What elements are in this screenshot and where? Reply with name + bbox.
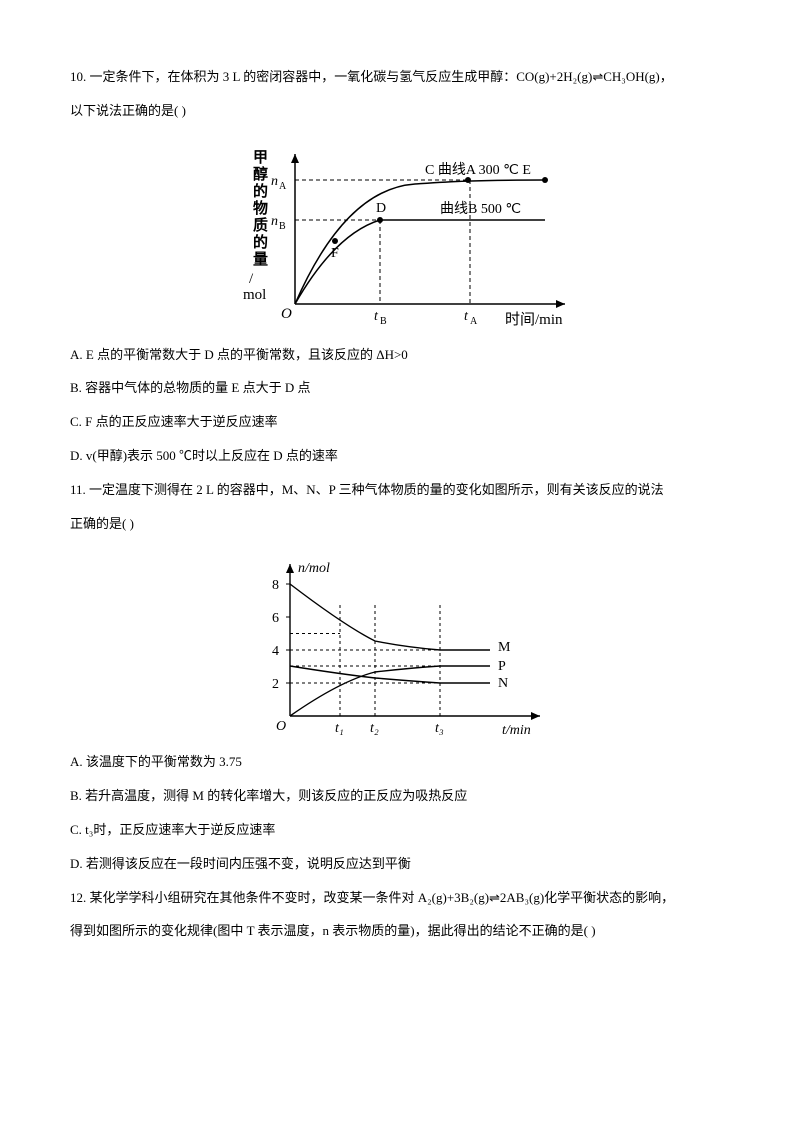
q10-stem-2: 以下说法正确的是( ) (70, 94, 730, 128)
svg-text:醇: 醇 (253, 165, 268, 183)
q11-optC: C. t₃时，正反应速率大于逆反应速率 (70, 813, 730, 847)
q11-optB: B. 若升高温度，测得 M 的转化率增大，则该反应的正反应为吸热反应 (70, 779, 730, 813)
q11-chart: n/mol t/min O 2 4 6 8 t₁ t₂ t₃ MPN (230, 546, 570, 741)
q11-optA: A. 该温度下的平衡常数为 3.75 (70, 745, 730, 779)
svg-text:O: O (276, 719, 286, 734)
svg-text:t/min: t/min (502, 723, 531, 738)
svg-text:F: F (331, 246, 339, 261)
q12-stem-1: 12. 某化学学科小组研究在其他条件不变时，改变某一条件对 A₂(g)+3B₂(… (70, 881, 730, 915)
svg-text:4: 4 (272, 644, 279, 659)
q10-stem-1: 10. 一定条件下，在体积为 3 L 的密闭容器中，一氧化碳与氢气反应生成甲醇：… (70, 60, 730, 94)
svg-text:B: B (279, 221, 286, 232)
svg-text:n/mol: n/mol (298, 561, 330, 576)
q10-chart: 甲醇的物质的量/mol时间/minOnAnBtBtAC 曲线A 300 ℃ E曲… (215, 134, 585, 334)
svg-text:t₂: t₂ (370, 721, 379, 736)
svg-text:D: D (376, 201, 386, 216)
svg-text:mol: mol (243, 287, 266, 303)
svg-text:8: 8 (272, 578, 279, 593)
svg-text:A: A (470, 316, 478, 327)
svg-text:t: t (464, 309, 469, 324)
q10-figure: 甲醇的物质的量/mol时间/minOnAnBtBtAC 曲线A 300 ℃ E曲… (70, 134, 730, 336)
svg-text:P: P (498, 659, 506, 674)
svg-text:甲: 甲 (253, 149, 268, 166)
svg-text:/: / (249, 271, 254, 287)
q10-optB: B. 容器中气体的总物质的量 E 点大于 D 点 (70, 371, 730, 405)
svg-text:M: M (498, 640, 511, 655)
svg-text:t₃: t₃ (435, 721, 444, 736)
q11-optD: D. 若测得该反应在一段时间内压强不变，说明反应达到平衡 (70, 847, 730, 881)
svg-text:t: t (374, 309, 379, 324)
svg-text:n: n (271, 214, 278, 229)
svg-text:O: O (281, 306, 292, 322)
svg-text:n: n (271, 174, 278, 189)
svg-text:的: 的 (253, 182, 268, 200)
q10-optD: D. v(甲醇)表示 500 ℃时以上反应在 D 点的速率 (70, 439, 730, 473)
q10-optC: C. F 点的正反应速率大于逆反应速率 (70, 405, 730, 439)
q11-figure: n/mol t/min O 2 4 6 8 t₁ t₂ t₃ MPN (70, 546, 730, 743)
svg-text:质: 质 (253, 216, 268, 234)
svg-text:C 曲线A 300 ℃ E: C 曲线A 300 ℃ E (425, 162, 531, 178)
q11-stem-2: 正确的是( ) (70, 507, 730, 541)
q12-stem-2: 得到如图所示的变化规律(图中 T 表示温度，n 表示物质的量)，据此得出的结论不… (70, 914, 730, 948)
svg-text:t₁: t₁ (335, 721, 344, 736)
svg-text:曲线B 500 ℃: 曲线B 500 ℃ (440, 201, 521, 217)
q10-optA: A. E 点的平衡常数大于 D 点的平衡常数，且该反应的 ΔH>0 (70, 338, 730, 372)
q11-stem-1: 11. 一定温度下测得在 2 L 的容器中，M、N、P 三种气体物质的量的变化如… (70, 473, 730, 507)
svg-text:物: 物 (253, 199, 268, 217)
svg-text:A: A (279, 181, 287, 192)
svg-text:2: 2 (272, 677, 279, 692)
page-content: 10. 一定条件下，在体积为 3 L 的密闭容器中，一氧化碳与氢气反应生成甲醇：… (0, 0, 800, 988)
svg-text:6: 6 (272, 611, 279, 626)
svg-text:量: 量 (253, 251, 268, 268)
svg-text:N: N (498, 676, 508, 691)
svg-text:B: B (380, 316, 387, 327)
svg-text:的: 的 (253, 233, 268, 251)
svg-text:时间/min: 时间/min (505, 311, 563, 328)
